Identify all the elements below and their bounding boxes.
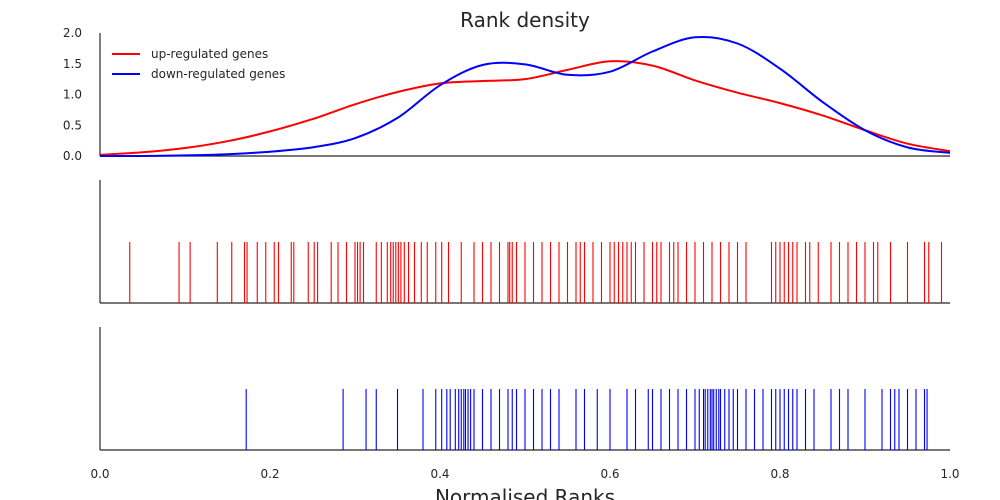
- density-y-ticks: 0.0 0.5 1.0 1.5 2.0: [63, 26, 82, 163]
- chart-title: Rank density: [460, 8, 590, 32]
- legend-label-up-regulated: up-regulated genes: [151, 47, 268, 61]
- down-regulated-density-line: [99, 35, 951, 158]
- x-tick-label: 0.8: [770, 467, 789, 481]
- up-rug-panel: [99, 180, 950, 304]
- y-tick-label: 1.0: [63, 88, 82, 102]
- density-panel: 0.0 0.5 1.0 1.5 2.0 up-regulated genes down-…: [63, 26, 951, 163]
- up-regulated-density-line: [99, 60, 951, 156]
- x-tick-label: 1.0: [940, 467, 959, 481]
- y-tick-label: 1.5: [63, 57, 82, 71]
- x-axis-label: Normalised Ranks: [435, 485, 615, 500]
- x-ticks: 0.0 0.2 0.4 0.6 0.8 1.0: [90, 467, 959, 481]
- x-tick-label: 0.4: [430, 467, 449, 481]
- down-rug-panel: [99, 327, 950, 451]
- y-tick-label: 0.5: [63, 118, 82, 132]
- density-lines: [99, 35, 951, 158]
- down-rug-marks: [245, 389, 928, 450]
- y-tick-label: 2.0: [63, 26, 82, 40]
- legend: up-regulated genes down-regulated genes: [112, 47, 285, 81]
- x-tick-label: 0.0: [90, 467, 109, 481]
- up-rug-marks: [129, 242, 943, 303]
- x-tick-label: 0.6: [600, 467, 619, 481]
- y-tick-label: 0.0: [63, 149, 82, 163]
- legend-label-down-regulated: down-regulated genes: [151, 67, 285, 81]
- x-tick-label: 0.2: [260, 467, 279, 481]
